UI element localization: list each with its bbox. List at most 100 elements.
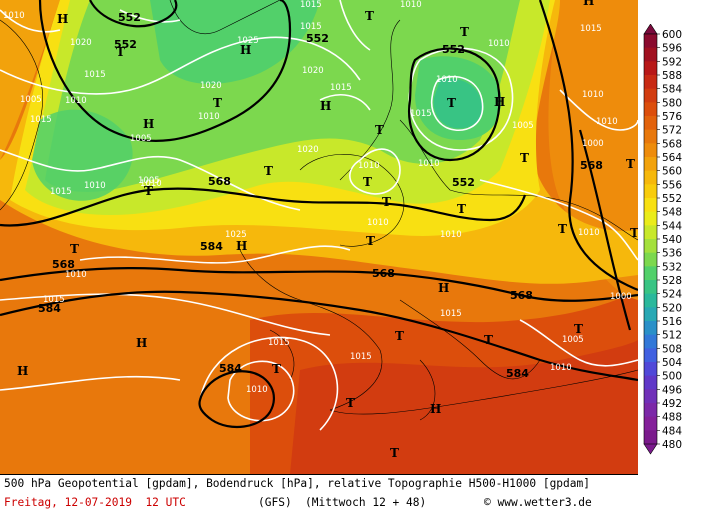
- coastlines: [0, 0, 638, 421]
- legend-color-swatch: [644, 198, 657, 213]
- pressure-label: 1010: [436, 75, 458, 85]
- pressure-label: 1005: [130, 134, 152, 144]
- legend-color-swatch: [644, 61, 657, 76]
- low-pressure-marker: T: [116, 45, 125, 59]
- high-pressure-marker: H: [438, 281, 449, 295]
- caption-bar: 500 hPa Geopotential [gpdam], Bodendruck…: [0, 474, 638, 513]
- legend-value-label: 528: [662, 275, 682, 287]
- legend-color-swatch: [644, 88, 657, 103]
- legend-color-swatch: [644, 280, 657, 295]
- pressure-label: 1010: [65, 96, 87, 106]
- legend-color-swatch: [644, 211, 657, 226]
- geopotential-label: 584: [506, 367, 529, 380]
- legend-value-label: 560: [662, 166, 682, 178]
- legend-top-arrow: [643, 23, 658, 35]
- caption-run: (Mittwoch 12 + 48): [305, 496, 427, 509]
- legend-value-label: 516: [662, 316, 682, 328]
- relative-topography-band-524: [433, 78, 483, 129]
- legend-value-label: 484: [662, 425, 682, 437]
- legend-color-swatch: [644, 75, 657, 90]
- pressure-label: 1005: [20, 95, 42, 105]
- geopotential-label: 552: [114, 38, 137, 51]
- legend-value-label: 548: [662, 207, 682, 219]
- pressure-label: 1010: [440, 230, 462, 240]
- high-pressure-marker: H: [136, 336, 147, 350]
- low-pressure-marker: T: [382, 195, 391, 209]
- legend-color-swatch: [644, 34, 657, 49]
- pressure-label: 1015: [330, 83, 352, 93]
- low-pressure-marker: T: [70, 242, 79, 256]
- legend-color-swatch: [644, 362, 657, 377]
- pressure-label: 1010: [578, 228, 600, 238]
- high-pressure-marker: H: [236, 239, 247, 253]
- low-pressure-marker: T: [375, 123, 384, 137]
- low-pressure-marker: T: [363, 175, 372, 189]
- pressure-label: 1015: [43, 295, 65, 305]
- high-pressure-marker: H: [430, 402, 441, 416]
- relative-topography-band-568: [548, 0, 638, 300]
- geopotential-label: 584: [38, 302, 61, 315]
- low-pressure-marker: T: [574, 322, 583, 336]
- legend-value-label: 520: [662, 302, 682, 314]
- low-pressure-marker: T: [264, 164, 273, 178]
- legend-value-label: 596: [662, 43, 682, 55]
- pressure-label: 1015: [30, 115, 52, 125]
- legend-color-swatch: [644, 334, 657, 349]
- geopotential-label: 584: [200, 240, 223, 253]
- legend-color-swatch: [644, 293, 657, 308]
- low-pressure-marker: T: [366, 234, 375, 248]
- pressure-label: 1015: [268, 338, 290, 348]
- legend-color-swatch: [644, 170, 657, 185]
- pressure-label: 1010: [246, 385, 268, 395]
- legend-value-label: 512: [662, 330, 682, 342]
- legend-color-swatch: [644, 102, 657, 117]
- geopotential-label: 568: [510, 289, 533, 302]
- high-pressure-marker: H: [17, 364, 28, 378]
- pressure-label: 1015: [350, 352, 372, 362]
- pressure-label: 1010: [140, 179, 162, 189]
- pressure-label: 1010: [84, 181, 106, 191]
- legend-color-swatch: [644, 389, 657, 404]
- high-pressure-marker: H: [494, 95, 505, 109]
- legend-value-label: 576: [662, 111, 682, 123]
- legend-color-swatch: [644, 129, 657, 144]
- low-pressure-marker: T: [144, 184, 153, 198]
- pressure-label: 1015: [410, 109, 432, 119]
- legend-color-swatch: [644, 321, 657, 336]
- caption-credit[interactable]: © www.wetter3.de: [484, 496, 592, 509]
- pressure-label: 1000: [610, 292, 632, 302]
- pressure-label: 1015: [300, 0, 322, 10]
- relative-topography-band-536-west: [32, 109, 133, 201]
- geopotential-label: 552: [442, 43, 465, 56]
- geopotential-contours: [0, 0, 638, 428]
- pressure-label: 1015: [580, 24, 602, 34]
- high-pressure-marker: H: [57, 12, 68, 26]
- high-pressure-marker: H: [143, 117, 154, 131]
- weather-map: 1010 1020 1015 1015 1010 1005 1010 1015 …: [0, 0, 638, 474]
- pressure-label: 1010: [3, 11, 25, 21]
- high-pressure-marker: H: [583, 0, 594, 8]
- pressure-label: 1005: [562, 335, 584, 345]
- legend-value-label: 544: [662, 220, 682, 232]
- legend-value-label: 492: [662, 398, 682, 410]
- legend-value-label: 584: [662, 84, 682, 96]
- pressure-label: 1015: [440, 309, 462, 319]
- pressure-label: 1020: [200, 81, 222, 91]
- legend-color-swatch: [644, 116, 657, 131]
- geopotential-label: 568: [580, 159, 603, 172]
- pressure-label: 1020: [302, 66, 324, 76]
- legend-color-swatch: [644, 143, 657, 158]
- geopotential-label: 552: [118, 11, 141, 24]
- legend-color-swatch: [644, 157, 657, 172]
- legend-value-label: 572: [662, 125, 682, 137]
- pressure-label: 1010: [65, 270, 87, 280]
- geopotential-label: 568: [52, 258, 75, 271]
- legend-value-label: 536: [662, 248, 682, 260]
- caption-model: (GFS): [258, 496, 292, 509]
- pressure-label: 1020: [297, 145, 319, 155]
- pressure-label: 1010: [550, 363, 572, 373]
- legend-value-label: 588: [662, 70, 682, 82]
- geopotential-label: 584: [219, 362, 242, 375]
- legend-value-label: 524: [662, 289, 682, 301]
- legend-color-swatch: [644, 416, 657, 431]
